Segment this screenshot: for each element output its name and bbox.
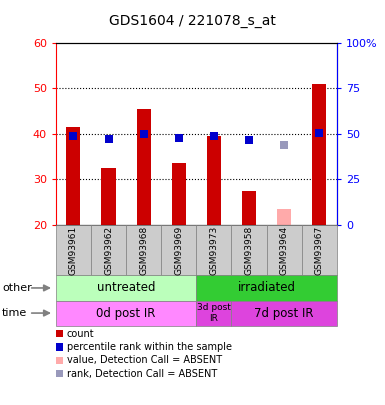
- Text: rank, Detection Call = ABSENT: rank, Detection Call = ABSENT: [67, 369, 217, 379]
- Text: GSM93973: GSM93973: [209, 226, 218, 275]
- Bar: [102, 168, 115, 225]
- Bar: [172, 163, 186, 225]
- Text: GDS1604 / 221078_s_at: GDS1604 / 221078_s_at: [109, 14, 276, 28]
- Text: untreated: untreated: [97, 281, 155, 294]
- Text: GSM93958: GSM93958: [244, 226, 254, 275]
- Text: value, Detection Call = ABSENT: value, Detection Call = ABSENT: [67, 356, 222, 365]
- Bar: [137, 109, 151, 225]
- Text: 3d post
IR: 3d post IR: [197, 303, 231, 323]
- Text: GSM93962: GSM93962: [104, 226, 113, 275]
- Text: GSM93968: GSM93968: [139, 226, 148, 275]
- Text: percentile rank within the sample: percentile rank within the sample: [67, 342, 232, 352]
- Bar: [66, 127, 80, 225]
- Text: irradiated: irradiated: [238, 281, 296, 294]
- Text: 0d post IR: 0d post IR: [96, 307, 156, 320]
- Bar: [242, 191, 256, 225]
- Bar: [207, 136, 221, 225]
- Text: time: time: [2, 308, 27, 318]
- Text: GSM93969: GSM93969: [174, 226, 183, 275]
- Text: other: other: [2, 283, 32, 293]
- Bar: [277, 209, 291, 225]
- Text: 7d post IR: 7d post IR: [254, 307, 314, 320]
- Text: count: count: [67, 329, 94, 339]
- Text: GSM93967: GSM93967: [315, 226, 324, 275]
- Bar: [312, 83, 326, 225]
- Text: GSM93961: GSM93961: [69, 226, 78, 275]
- Text: GSM93964: GSM93964: [280, 226, 289, 275]
